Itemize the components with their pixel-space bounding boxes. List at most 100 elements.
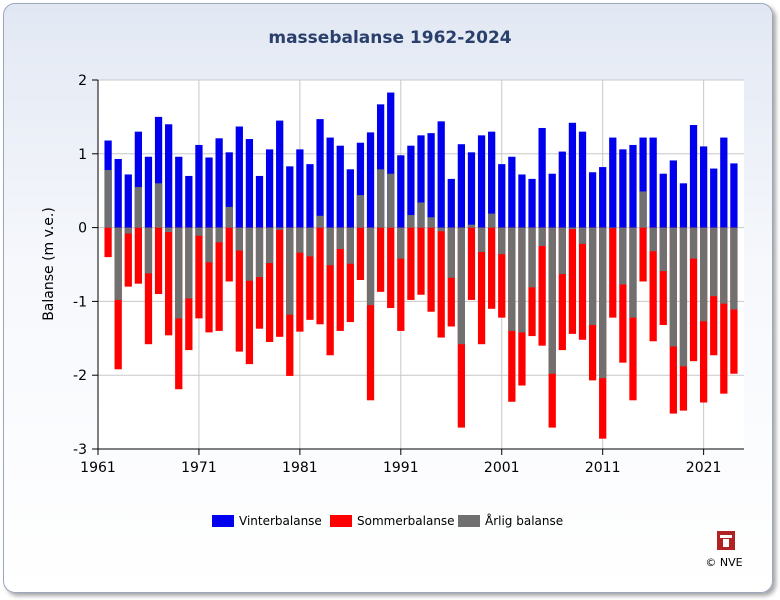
- bar-summer: [578, 227, 587, 340]
- bar-summer: [407, 227, 415, 300]
- legend-swatch: [458, 515, 480, 527]
- bar-summer: [316, 227, 324, 325]
- bar-annual: [548, 227, 556, 374]
- bar-annual: [225, 206, 233, 228]
- bar-annual: [205, 227, 213, 263]
- bar-annual: [710, 227, 718, 297]
- bar-winter: [245, 139, 254, 228]
- bar-winter: [447, 178, 455, 228]
- bar-summer: [165, 227, 173, 336]
- legend-swatch: [330, 515, 352, 527]
- bar-winter: [336, 145, 344, 228]
- bar-winter: [558, 151, 566, 228]
- bar-summer: [720, 227, 728, 394]
- bar-annual: [699, 227, 708, 322]
- bar-annual: [276, 227, 284, 230]
- bar-winter: [477, 135, 486, 228]
- bar-annual: [720, 227, 728, 304]
- bar-annual: [154, 183, 163, 228]
- bar-annual: [467, 224, 476, 228]
- bar-winter: [316, 119, 324, 228]
- bar-winter: [488, 131, 496, 228]
- bar-winter: [427, 133, 435, 228]
- bar-winter: [588, 172, 597, 228]
- legend-label: Årlig balanse: [485, 513, 563, 528]
- bar-winter: [235, 126, 243, 228]
- bar-annual: [659, 227, 667, 272]
- bar-annual: [286, 227, 294, 315]
- bar-annual: [346, 227, 354, 264]
- x-tick-label: 1971: [181, 460, 217, 476]
- bar-winter: [720, 137, 728, 228]
- bar-annual: [366, 227, 375, 306]
- x-tick-label: 1991: [383, 460, 419, 476]
- bar-annual: [639, 191, 647, 228]
- bar-summer: [336, 227, 344, 331]
- bar-summer: [467, 227, 476, 300]
- nve-logo-mark-top: [720, 535, 732, 538]
- x-tick-label: 2011: [585, 460, 621, 476]
- y-tick-label: 0: [78, 221, 87, 237]
- bars: [104, 92, 738, 439]
- y-tick-label: -1: [73, 294, 87, 310]
- bar-annual: [538, 227, 546, 247]
- bar-winter: [255, 175, 264, 228]
- bar-summer: [619, 227, 627, 363]
- bar-summer: [255, 227, 264, 329]
- bar-annual: [255, 227, 264, 278]
- bar-winter: [407, 145, 415, 228]
- bar-summer: [235, 227, 243, 352]
- bar-annual: [175, 227, 183, 319]
- legend-label: Sommerbalanse: [357, 514, 455, 528]
- bar-annual: [215, 227, 223, 243]
- bar-annual: [669, 227, 677, 347]
- bar-annual: [185, 227, 193, 299]
- bar-summer: [154, 227, 163, 295]
- bar-winter: [225, 152, 233, 228]
- bar-annual: [508, 227, 516, 331]
- bar-annual: [296, 227, 304, 253]
- bar-annual: [265, 227, 274, 264]
- bar-annual: [528, 227, 536, 288]
- x-tick-label: 2001: [484, 460, 520, 476]
- bar-winter: [376, 104, 385, 228]
- bar-annual: [609, 227, 617, 229]
- bar-winter: [508, 156, 516, 228]
- bar-winter: [215, 138, 223, 228]
- bar-annual: [518, 227, 526, 333]
- bar-winter: [538, 127, 546, 228]
- bar-annual: [427, 217, 435, 228]
- bar-winter: [528, 178, 536, 228]
- bar-annual: [649, 227, 657, 252]
- bar-winter: [457, 144, 466, 228]
- bar-annual: [568, 227, 577, 230]
- y-tick-label: 1: [78, 147, 87, 163]
- bar-winter: [568, 122, 577, 228]
- bar-winter: [730, 163, 738, 228]
- bar-winter: [124, 174, 132, 228]
- bar-winter: [195, 144, 203, 228]
- bar-annual: [316, 215, 324, 228]
- bar-annual: [447, 227, 455, 278]
- bar-summer: [346, 227, 354, 323]
- bar-winter: [619, 149, 627, 228]
- bar-winter: [276, 120, 284, 228]
- bar-annual: [488, 213, 496, 228]
- bar-winter: [437, 121, 445, 228]
- bar-annual: [558, 227, 566, 275]
- bar-summer: [195, 227, 203, 319]
- bar-summer: [376, 227, 385, 292]
- bar-winter: [679, 183, 688, 228]
- bar-winter: [518, 174, 526, 228]
- bar-winter: [144, 156, 153, 228]
- bar-winter: [710, 168, 718, 228]
- bar-annual: [599, 227, 607, 379]
- bar-annual: [387, 173, 395, 228]
- bar-annual: [114, 227, 122, 300]
- bar-summer: [387, 227, 395, 309]
- bar-summer: [689, 227, 698, 362]
- bar-summer: [326, 227, 334, 356]
- bar-summer: [265, 227, 274, 342]
- bar-summer: [215, 227, 223, 331]
- bar-winter: [548, 173, 556, 228]
